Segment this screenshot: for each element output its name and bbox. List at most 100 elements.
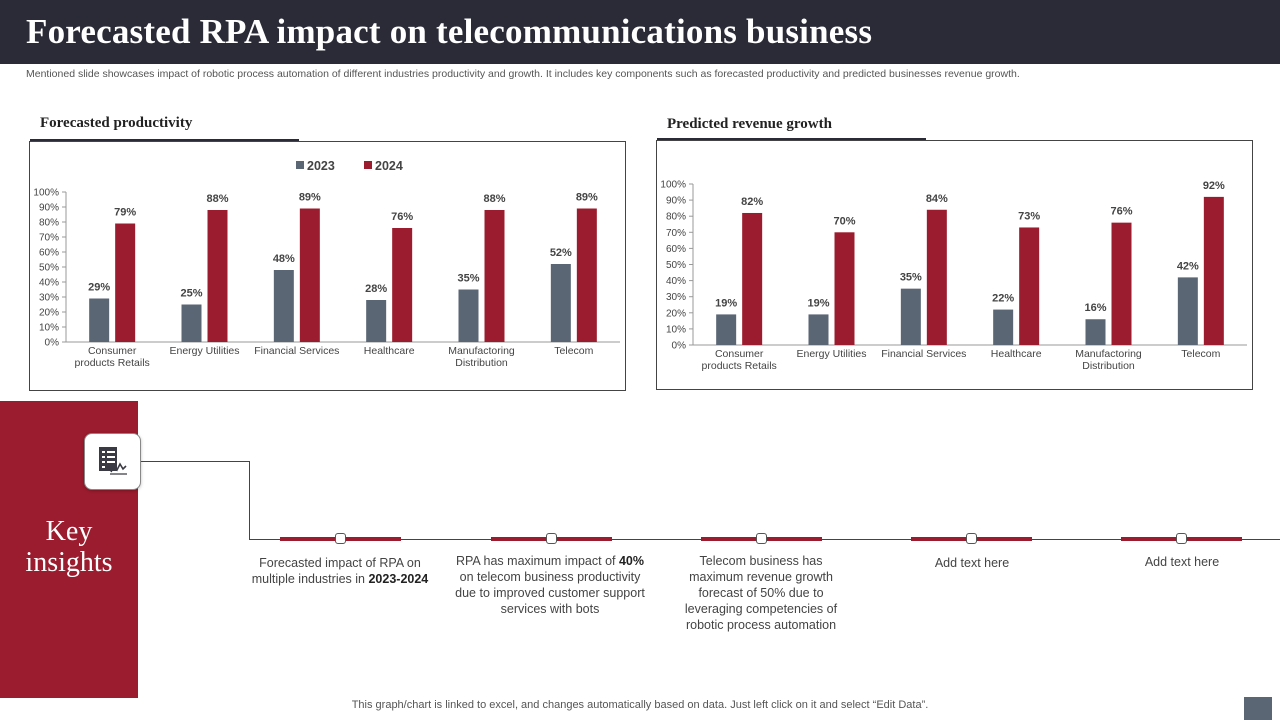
bar-2024-1	[115, 223, 136, 342]
x-tick-label: products Retails	[702, 360, 777, 372]
connector-line	[249, 461, 250, 540]
timeline-node	[966, 533, 977, 544]
x-tick-label: Manufactoring	[1075, 348, 1142, 360]
x-tick-label: Telecom	[554, 345, 593, 357]
data-label: 79%	[114, 207, 136, 219]
insight-icon-card	[84, 433, 141, 490]
data-label: 88%	[206, 193, 228, 205]
insight-text-2[interactable]: RPA has maximum impact of 40% on telecom…	[455, 554, 645, 616]
y-tick-label: 10%	[39, 323, 59, 334]
insight-text-4[interactable]: Add text here	[934, 556, 1010, 570]
data-label: 92%	[1203, 180, 1225, 192]
x-tick-label: Energy Utilities	[169, 345, 239, 357]
data-label: 35%	[900, 272, 922, 284]
y-tick-label: 30%	[666, 292, 686, 303]
legend-label-2024: 2024	[375, 159, 403, 173]
bar-2024-3	[299, 208, 320, 342]
x-tick-label: Manufactoring	[448, 345, 515, 357]
x-tick-label: Financial Services	[254, 345, 339, 357]
page-subtitle: Mentioned slide showcases impact of robo…	[26, 68, 1020, 80]
x-tick-label: Healthcare	[991, 348, 1042, 360]
revenue-chart-svg: 0% 10% 20% 30% 40% 50% 60% 70% 80% 90% 100% 19% 82% C…	[660, 180, 1247, 372]
data-label: 84%	[926, 193, 948, 205]
x-tick-label: Financial Services	[881, 348, 966, 360]
data-label: 70%	[833, 215, 855, 227]
checklist-chart-icon	[99, 447, 127, 475]
chart-title-productivity: Forecasted productivity	[40, 115, 193, 131]
bar-2024-2	[834, 232, 855, 345]
bar-2023-3	[900, 288, 921, 345]
chart-title-underline	[30, 139, 299, 142]
bar-2024-2	[207, 210, 228, 342]
key-insights-title: Key insights	[25, 516, 113, 578]
legend-swatch-2023	[296, 161, 304, 169]
y-tick-label: 70%	[39, 233, 59, 244]
insight-text-5[interactable]: Add text here	[1144, 555, 1220, 569]
data-label: 76%	[391, 211, 413, 223]
y-tick-label: 0%	[45, 338, 60, 349]
data-label: 73%	[1018, 210, 1040, 222]
bar-2024-6	[1203, 196, 1224, 345]
bar-2023-3	[273, 270, 294, 342]
data-label: 22%	[992, 293, 1014, 305]
insight-text-3[interactable]: Telecom business has maximum revenue gro…	[684, 554, 838, 632]
data-label: 88%	[483, 193, 505, 205]
y-tick-label: 20%	[39, 308, 59, 319]
timeline-node	[756, 533, 767, 544]
x-tick-label: Consumer	[715, 348, 764, 360]
y-tick-label: 40%	[666, 276, 686, 287]
connector-line	[141, 461, 250, 462]
bar-2024-4	[1019, 227, 1040, 345]
insight-text-1[interactable]: Forecasted impact of RPA on multiple ind…	[251, 556, 429, 586]
y-tick-label: 100%	[660, 180, 686, 191]
bar-2024-6	[576, 208, 597, 342]
x-tick-label: Distribution	[1082, 360, 1135, 372]
corner-block	[1244, 697, 1272, 720]
bar-2023-2	[181, 304, 202, 342]
legend-swatch-2024	[364, 161, 372, 169]
page-title: Forecasted RPA impact on telecommunicati…	[26, 12, 873, 51]
y-tick-label: 40%	[39, 278, 59, 289]
bar-2023-5	[1085, 319, 1106, 345]
data-label: 19%	[807, 297, 829, 309]
data-label: 29%	[88, 282, 110, 294]
x-tick-label: Distribution	[455, 357, 508, 369]
data-label: 16%	[1084, 302, 1106, 314]
y-tick-label: 80%	[39, 218, 59, 229]
y-tick-label: 100%	[33, 188, 59, 199]
y-tick-label: 80%	[666, 212, 686, 223]
data-label: 19%	[715, 297, 737, 309]
x-tick-label: Consumer	[88, 345, 137, 357]
y-tick-label: 90%	[39, 203, 59, 214]
bar-2023-2	[808, 314, 829, 345]
productivity-chart-svg: 0% 10% 20% 30% 40% 50% 60% 70% 80% 90% 100% 29% 79% C…	[33, 159, 620, 369]
data-label: 42%	[1177, 260, 1199, 272]
bar-2023-4	[366, 300, 387, 342]
header-bar: Forecasted RPA impact on telecommunicati…	[0, 0, 1280, 64]
bar-2023-1	[89, 298, 110, 342]
y-tick-label: 60%	[666, 244, 686, 255]
bar-2024-3	[926, 209, 947, 345]
y-tick-label: 90%	[666, 196, 686, 207]
timeline-node	[1176, 533, 1187, 544]
data-label: 89%	[576, 192, 598, 204]
timeline-node	[546, 533, 557, 544]
productivity-chart[interactable]: 0% 10% 20% 30% 40% 50% 60% 70% 80% 90% 100% 29% 79% C…	[29, 141, 626, 391]
bar-2023-6	[1177, 277, 1198, 345]
data-label: 89%	[299, 192, 321, 204]
y-tick-label: 50%	[39, 263, 59, 274]
x-tick-label: Energy Utilities	[796, 348, 866, 360]
data-label: 76%	[1110, 206, 1132, 218]
bar-2024-5	[1111, 222, 1132, 345]
revenue-chart[interactable]: 0% 10% 20% 30% 40% 50% 60% 70% 80% 90% 100% 19% 82% C…	[656, 140, 1253, 390]
x-tick-label: products Retails	[75, 357, 150, 369]
bar-2023-6	[550, 264, 571, 342]
data-label: 35%	[457, 273, 479, 285]
chart-title-underline	[657, 138, 926, 141]
legend-label-2023: 2023	[307, 159, 335, 173]
y-tick-label: 20%	[666, 308, 686, 319]
bar-2024-5	[484, 210, 505, 342]
data-label: 82%	[741, 196, 763, 208]
bar-2023-5	[458, 289, 479, 342]
y-tick-label: 50%	[666, 260, 686, 271]
